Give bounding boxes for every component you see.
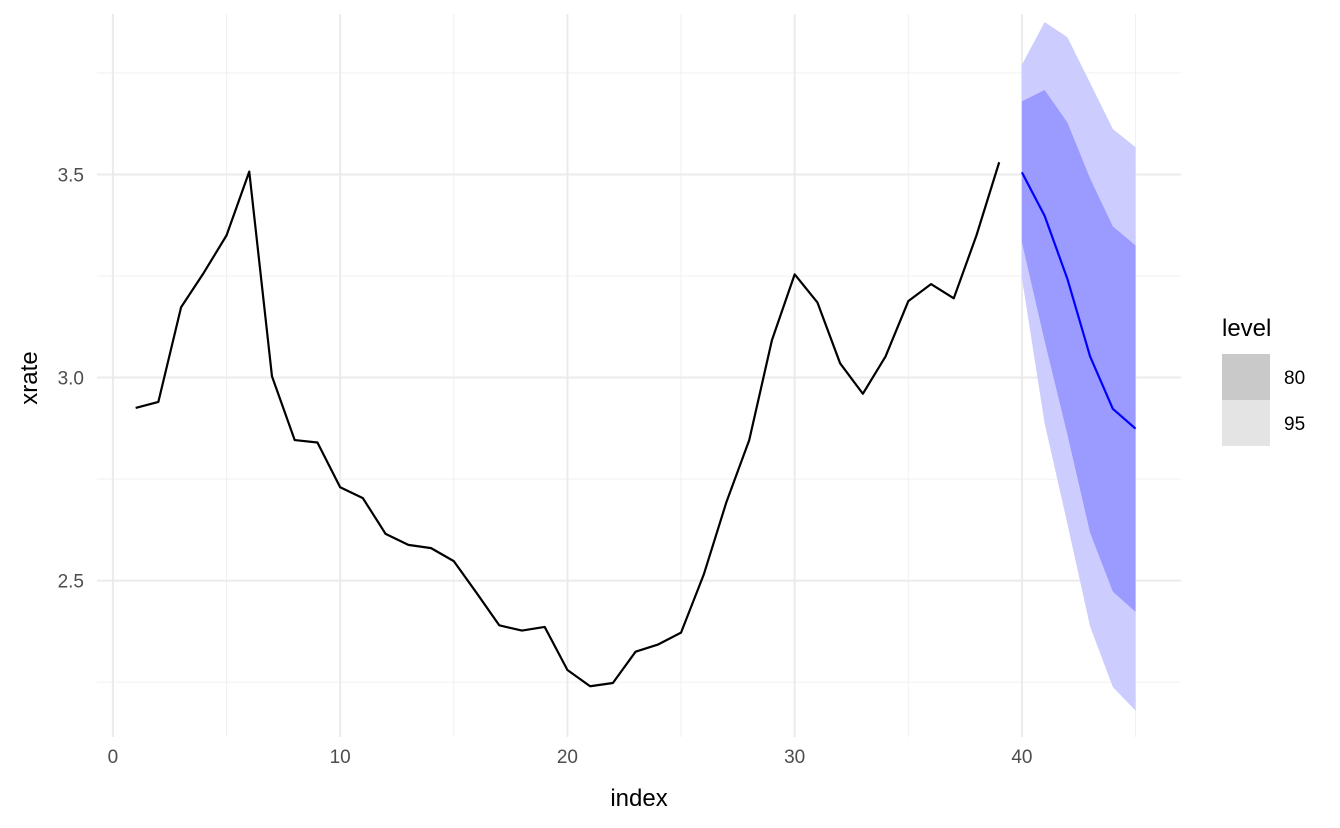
minor-gridlines: [97, 14, 1181, 737]
x-tick-label: 0: [108, 747, 119, 768]
y-axis-title: xrate: [16, 351, 43, 404]
major-gridlines: [97, 14, 1181, 737]
forecast-bands: [1021, 22, 1136, 711]
forecast-mean-line: [1020, 171, 1137, 430]
legend-label-95: 95: [1284, 414, 1305, 435]
history-line: [135, 161, 1001, 688]
legend-key-80: [1222, 354, 1270, 400]
x-tick-label: 10: [330, 747, 351, 768]
y-tick-labels: 2.5 3.0 3.5: [58, 165, 84, 592]
legend-label-80: 80: [1284, 368, 1305, 389]
x-tick-label: 40: [1011, 747, 1032, 768]
x-tick-label: 30: [784, 747, 805, 768]
y-tick-label: 2.5: [58, 572, 84, 593]
y-tick-label: 3.5: [58, 165, 84, 186]
x-axis-title: index: [610, 785, 667, 812]
series-lines: [135, 161, 1137, 688]
band-80: [1021, 89, 1136, 612]
x-tick-label: 20: [557, 747, 578, 768]
legend: level 80 95: [1222, 315, 1305, 446]
legend-key-95: [1222, 400, 1270, 446]
x-tick-labels: 0 10 20 30 40: [108, 747, 1033, 768]
y-tick-label: 3.0: [58, 369, 84, 390]
legend-title: level: [1222, 315, 1271, 342]
